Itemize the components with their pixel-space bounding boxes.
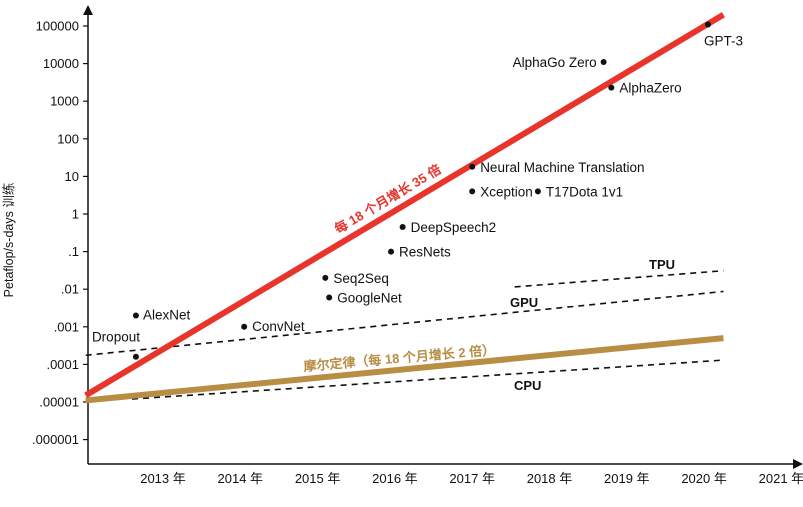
data-point	[326, 294, 333, 301]
x-tick-label: 2017 年	[449, 471, 495, 486]
y-tick-label: 1	[72, 207, 79, 222]
data-point	[132, 353, 139, 360]
data-point-label: GoogleNet	[337, 291, 402, 306]
data-point	[608, 84, 615, 91]
x-tick-label: 2014 年	[218, 471, 264, 486]
data-point	[399, 224, 406, 231]
y-tick-label: .00001	[39, 395, 79, 410]
trend-label-gpu: GPU	[510, 295, 538, 310]
y-axis-label: Petaflop/s-days 训练	[1, 182, 16, 297]
trend-label-cpu: CPU	[514, 378, 541, 393]
trend-lines	[84, 12, 725, 404]
data-point-label: ConvNet	[252, 319, 305, 334]
trend-line-1	[85, 335, 724, 404]
data-point-label: DeepSpeech2	[411, 220, 497, 235]
data-point	[132, 312, 139, 319]
y-tick-label: .01	[61, 282, 79, 297]
data-point-label: Neural Machine Translation	[480, 160, 644, 175]
data-point-label: Xception	[480, 184, 533, 199]
data-point	[241, 323, 248, 330]
x-tick-label: 2015 年	[295, 471, 341, 486]
data-point-label: AlphaGo Zero	[513, 55, 597, 70]
data-point-label: AlexNet	[143, 307, 191, 322]
y-tick-label: .1	[68, 244, 79, 259]
y-tick-label: 100	[57, 131, 79, 146]
data-point-label: ResNets	[399, 245, 451, 260]
trend-line-2	[514, 269, 724, 288]
data-point	[322, 274, 329, 281]
x-tick-label: 2021 年	[759, 471, 803, 486]
data-point	[388, 248, 395, 255]
data-point	[534, 188, 541, 195]
x-tick-label: 2020 年	[681, 471, 727, 486]
y-tick-label: 10000	[43, 56, 79, 71]
data-point-label: T17Dota 1v1	[546, 184, 623, 199]
trend-line-3	[85, 290, 724, 357]
x-tick-label: 2016 年	[372, 471, 418, 486]
data-point	[469, 163, 476, 170]
data-point-label: AlphaZero	[619, 81, 681, 96]
trend-line-0	[84, 12, 725, 398]
x-tick-label: 2019 年	[604, 471, 650, 486]
data-point-label: Seq2Seq	[333, 271, 389, 286]
data-point-label: Dropout	[92, 330, 140, 345]
data-point	[704, 21, 711, 28]
y-tick-label: .000001	[32, 432, 79, 447]
data-point	[469, 188, 476, 195]
y-tick-label: 10	[65, 169, 79, 184]
data-point-label: GPT-3	[704, 33, 743, 48]
y-tick-label: 1000	[50, 94, 79, 109]
x-tick-labels: 2013 年 2014 年 2015 年 2016 年 2017 年 2018 年 2019…	[140, 471, 803, 486]
x-tick-label: 2013 年	[140, 471, 186, 486]
y-tick-label: .0001	[46, 357, 79, 372]
y-tick-labels: 100000 10000 1000 100 10 1 .1 .01 .001 .0001 .0000…	[32, 19, 88, 447]
y-tick-label: 100000	[36, 19, 79, 34]
trend-label-tpu: TPU	[649, 257, 675, 272]
data-point	[600, 59, 607, 66]
y-tick-label: .001	[54, 319, 79, 334]
x-tick-label: 2018 年	[527, 471, 573, 486]
